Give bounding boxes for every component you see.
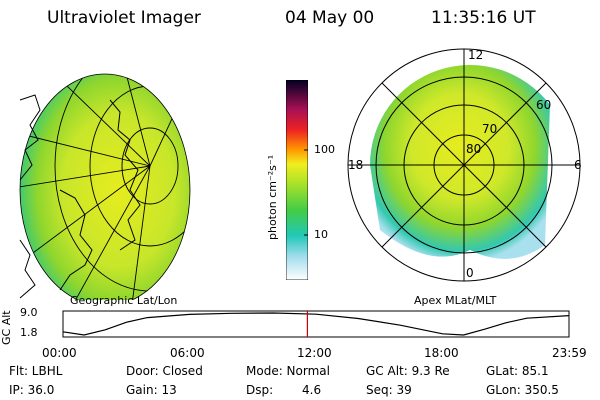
- orbit-xtick-3: 18:00: [424, 346, 459, 360]
- colorbar-unit-label: photon cm⁻²s⁻¹: [266, 154, 279, 240]
- status-dsp-value: 4.6: [302, 383, 322, 397]
- color-scale-bar: [286, 80, 308, 280]
- mlat-label-60: 60: [536, 98, 551, 112]
- status-door: Door: Closed: [126, 364, 203, 378]
- polar-panel-caption: Apex MLat/MLT: [414, 294, 497, 307]
- geo-grid: [20, 74, 190, 300]
- orbit-xtick-0: 00:00: [42, 346, 77, 360]
- orbit-xtick-1: 06:00: [170, 346, 205, 360]
- status-mode: Mode: Normal: [246, 364, 330, 378]
- orbit-altitude-line: [62, 312, 570, 336]
- orbit-ylabel: GC Alt: [0, 310, 13, 345]
- instrument-title: Ultraviolet Imager: [47, 8, 201, 28]
- status-glat: GLat: 85.1: [486, 364, 549, 378]
- status-dsp-label: Dsp:: [246, 383, 274, 397]
- polar-auroral-image: 12 18 6 0 80 70 60: [347, 48, 582, 282]
- mlat-label-70: 70: [482, 122, 497, 136]
- orbit-ytick-9: 9.0: [20, 306, 38, 319]
- status-glon: GLon: 350.5: [486, 383, 559, 397]
- geo-panel-caption: Geographic Lat/Lon: [70, 294, 178, 307]
- mlat-label-80: 80: [466, 142, 481, 156]
- image-time: 11:35:16 UT: [431, 8, 536, 28]
- mlt-label-0: 0: [466, 266, 474, 280]
- polar-grid: [347, 48, 581, 282]
- status-filter: Flt: LBHL: [9, 364, 63, 378]
- orbit-xtick-2: 12:00: [297, 346, 332, 360]
- mlt-label-12: 12: [468, 48, 483, 62]
- mlt-label-18: 18: [348, 158, 363, 172]
- orbit-xtick-4: 23:59: [552, 346, 587, 360]
- status-gain: Gain: 13: [126, 383, 177, 397]
- geo-emission: [20, 74, 190, 300]
- image-date: 04 May 00: [285, 8, 375, 28]
- status-ip: IP: 36.0: [9, 383, 55, 397]
- colorbar-tick-100: 100: [314, 143, 335, 156]
- status-gc-alt: GC Alt: 9.3 Re: [366, 364, 450, 378]
- polar-emission: [370, 65, 550, 259]
- orbit-altitude-chart: [62, 310, 570, 338]
- geo-coastlines: [19, 94, 141, 299]
- mlt-label-6: 6: [574, 158, 582, 172]
- status-sequence: Seq: 39: [366, 383, 412, 397]
- geographic-auroral-image: [19, 73, 191, 300]
- geo-limb: [19, 73, 191, 300]
- orbit-ytick-1: 1.8: [20, 326, 38, 339]
- colorbar-tick-10: 10: [314, 228, 328, 241]
